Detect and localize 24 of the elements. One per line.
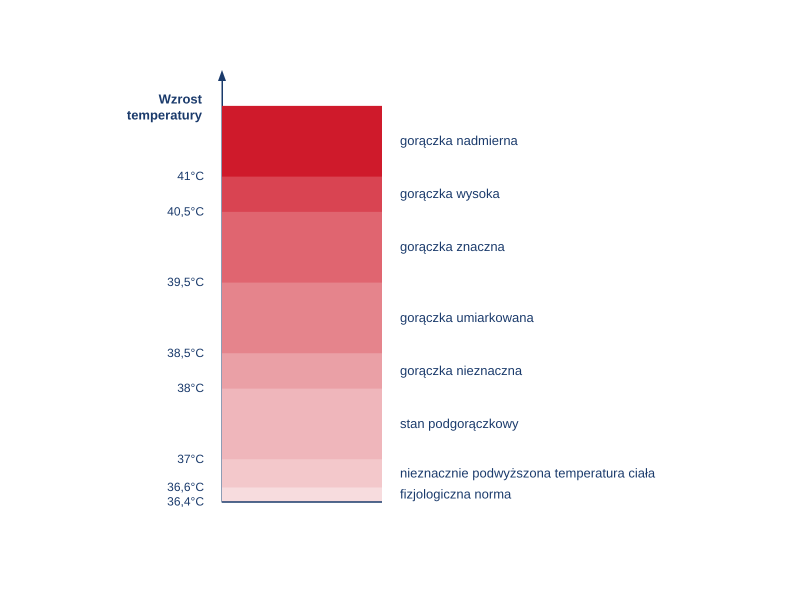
bar [222,388,382,460]
bar [222,212,382,284]
series-label: fizjologiczna norma [400,486,512,502]
bar [222,106,382,178]
y-tick-label: 40,5°C [167,204,204,219]
y-tick-label: 39,5°C [167,275,204,290]
y-tick-label: 36,6°C [167,480,204,494]
y-axis-title: Wzrost temperatury [126,92,203,123]
y-tick-label: 37°C [177,452,204,466]
y-tick-label: 38,5°C [167,346,204,360]
bar [222,176,382,213]
bar [222,459,382,488]
series-label: gorączka nieznaczna [400,362,523,378]
y-tick-label: 41°C [177,169,204,184]
bar [222,353,382,390]
bar [222,282,382,354]
series-label: gorączka wysoka [400,186,500,202]
series-label: gorączka nadmierna [400,133,519,148]
series-label: gorączka znaczna [400,239,506,254]
y-tick-label: 36,4°C [167,494,204,508]
y-tick-label: 38°C [177,381,204,396]
series-label: gorączka umiarkowana [400,310,534,325]
series-label: stan podgorączkowy [400,416,520,431]
series-label: nieznacznie podwyższona temperatura ciała [400,465,656,480]
